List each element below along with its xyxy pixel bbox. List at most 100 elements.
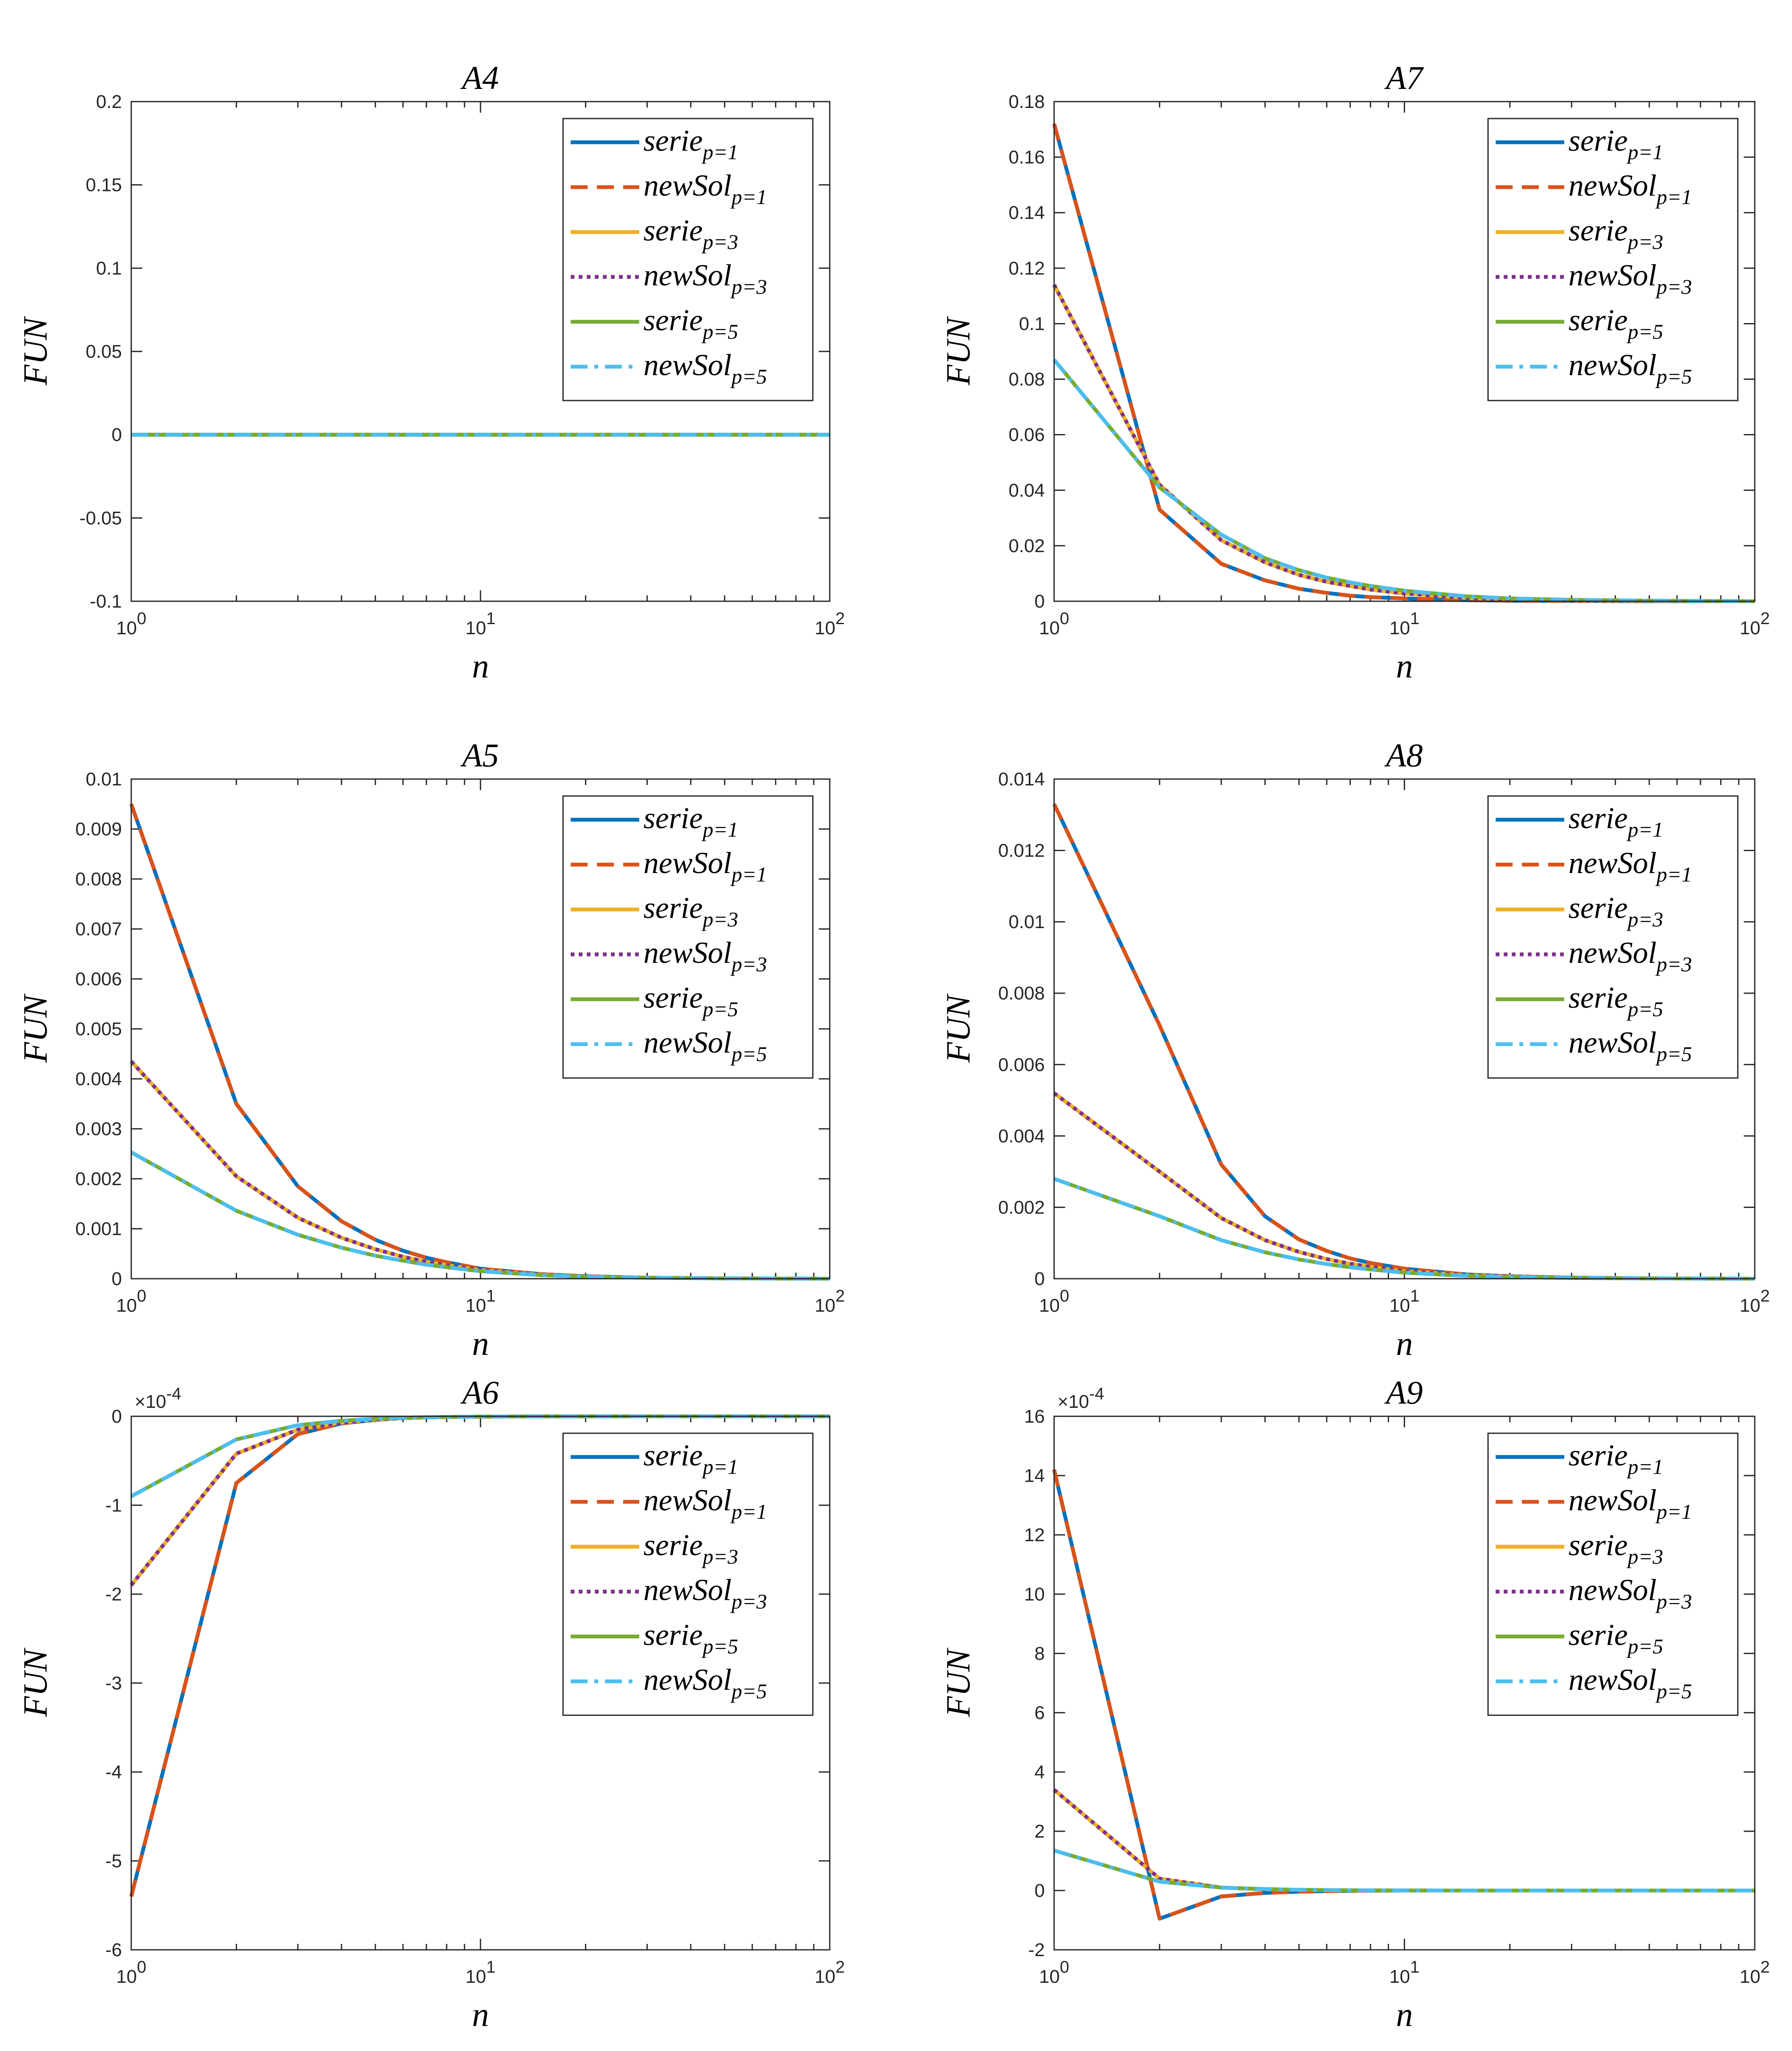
legend-entry: newSolp=3 [1568, 936, 1692, 976]
y-tick-label: 0.16 [1008, 147, 1045, 168]
legend-entry: seriep=3 [643, 891, 738, 931]
legend-entry: seriep=1 [1568, 801, 1663, 841]
legend-entry: seriep=5 [643, 981, 738, 1021]
y-tick-label: 0.001 [75, 1219, 122, 1239]
legend-entry: seriep=5 [1568, 303, 1663, 343]
legend-entry: seriep=5 [1568, 981, 1663, 1021]
legend-box [562, 118, 814, 401]
y-tick-label: 0.009 [75, 819, 122, 840]
chart-a4: 100 101 102 -0.1 -0.05 0 0.05 0.1 0.15 0.2 A4 n FUN s… [17, 59, 845, 685]
x-axis-label: n [1396, 1325, 1413, 1363]
legend-box [562, 795, 814, 1079]
y-exponent-label: ×10-4 [135, 1385, 181, 1412]
y-tick-label: -4 [105, 1762, 122, 1783]
y-tick-label: 10 [1024, 1584, 1045, 1605]
legend-entry: newSolp=3 [643, 258, 767, 299]
legend-box [562, 1432, 814, 1716]
y-tick-label: -2 [105, 1584, 122, 1605]
y-tick-label: 14 [1024, 1465, 1045, 1486]
x-axis-label: n [472, 648, 489, 685]
legend-entry: seriep=1 [643, 801, 738, 841]
series-line-newsol-p3 [1052, 284, 1755, 603]
legend-entry: seriep=5 [643, 1618, 738, 1658]
x-tick-label: 101 [1389, 1287, 1419, 1316]
series-line-newsol-p5 [1053, 1849, 1755, 1893]
y-tick-label: -6 [105, 1940, 122, 1960]
x-tick-label: 101 [465, 1287, 495, 1316]
legend-entry: newSolp=1 [1568, 1483, 1692, 1523]
y-tick-label: 4 [1035, 1762, 1045, 1783]
chart-title: A4 [460, 59, 499, 96]
chart-a7: 100 101 102 0 0.02 0.04 0.06 0.08 0.1 0.12 0.14 0.1… [940, 59, 1770, 685]
y-tick-label: 0.008 [75, 869, 122, 890]
y-tick-label: 0 [112, 1406, 122, 1427]
y-tick-label: 0.002 [998, 1197, 1045, 1218]
legend: seriep=1newSolp=1seriep=3newSolp=3seriep… [1487, 1432, 1739, 1716]
legend-entry: newSolp=3 [643, 1573, 767, 1613]
legend-box [1487, 1432, 1739, 1716]
y-tick-label: 0.003 [75, 1119, 122, 1139]
series-line-newsol-p5 [130, 1150, 830, 1281]
y-tick-label: -5 [105, 1851, 122, 1871]
y-tick-label: 0.007 [75, 919, 122, 940]
y-tick-label: -1 [105, 1495, 122, 1516]
x-tick-label: 101 [1389, 1958, 1419, 1987]
y-tick-label: 0.005 [75, 1019, 122, 1039]
y-tick-label: 0.1 [1019, 313, 1045, 334]
y-tick-label: 0.12 [1008, 258, 1045, 279]
y-tick-label: 0.008 [998, 983, 1045, 1004]
x-axis-label: n [472, 1996, 489, 2034]
x-tick-label: 102 [1740, 1287, 1770, 1316]
legend-entry: seriep=1 [643, 124, 738, 164]
y-tick-label: 0.02 [1008, 536, 1045, 556]
y-axis-label: FUN [17, 315, 54, 386]
legend-entry: newSolp=5 [643, 1663, 767, 1703]
y-tick-label: -2 [1028, 1940, 1045, 1960]
y-tick-label: -0.1 [90, 591, 122, 612]
x-tick-label: 102 [1740, 1958, 1770, 1987]
y-tick-label: 0.15 [86, 175, 122, 196]
legend-entry: newSolp=5 [1568, 1663, 1692, 1703]
chart-a6: 100 101 102 -6 -5 -4 -3 -2 -1 0 ×10-4 A6 n FUN seriep=… [17, 1374, 845, 2034]
x-tick-label: 100 [116, 609, 146, 639]
y-tick-label: 0.04 [1008, 480, 1045, 501]
series-line-newsol-p1 [129, 803, 830, 1281]
x-axis-label: n [472, 1325, 489, 1363]
y-tick-label: 0.18 [1008, 91, 1045, 112]
y-tick-label: 0.014 [998, 769, 1045, 790]
chart-title: A7 [1384, 59, 1424, 96]
legend-entry: seriep=3 [1568, 1528, 1663, 1568]
chart-a9: 100 101 102 -2 0 2 4 6 8 10 12 14 16 ×10-4 A9 n FUN serie… [940, 1374, 1770, 2034]
y-tick-label: 6 [1035, 1703, 1045, 1723]
y-tick-label: 0.06 [1008, 425, 1045, 445]
axes-frame [130, 778, 831, 1280]
y-tick-label: 0.004 [75, 1069, 122, 1089]
y-tick-label: 0.01 [1008, 912, 1045, 932]
legend-entry: newSolp=3 [643, 936, 767, 976]
legend: seriep=1newSolp=1seriep=3newSolp=3seriep… [1487, 118, 1739, 401]
chart-title: A5 [460, 737, 499, 774]
y-tick-label: 2 [1035, 1821, 1045, 1842]
chart-title: A6 [460, 1374, 499, 1411]
y-tick-label: 0.006 [75, 969, 122, 990]
chart-title: A9 [1384, 1374, 1423, 1411]
series-line-newsol-p5 [1053, 1177, 1755, 1281]
legend-entry: newSolp=5 [1568, 1026, 1692, 1066]
y-tick-label: 16 [1024, 1406, 1045, 1427]
chart-a5: 100 101 102 0 0.001 0.002 0.003 0.004 0.005 0.006… [17, 737, 845, 1363]
y-tick-label: 0.004 [998, 1126, 1045, 1147]
legend-entry: newSolp=5 [643, 1026, 767, 1066]
chart-a8: 100 101 102 0 0.002 0.004 0.006 0.008 0.01 0.012 0… [940, 737, 1770, 1363]
legend-entry: newSolp=1 [643, 169, 767, 209]
y-tick-label: 0.14 [1008, 202, 1045, 223]
x-tick-label: 102 [815, 1287, 845, 1316]
legend: seriep=1newSolp=1seriep=3newSolp=3seriep… [1487, 795, 1739, 1079]
legend-entry: seriep=1 [1568, 1438, 1663, 1479]
y-axis-label: FUN [17, 993, 54, 1063]
y-tick-label: 0.006 [998, 1054, 1045, 1075]
legend-entry: newSolp=5 [643, 348, 767, 388]
y-tick-label: -0.05 [80, 508, 122, 528]
legend-entry: newSolp=3 [1568, 258, 1692, 299]
legend-entry: newSolp=1 [643, 1483, 767, 1523]
legend-entry: newSolp=5 [1568, 348, 1692, 388]
